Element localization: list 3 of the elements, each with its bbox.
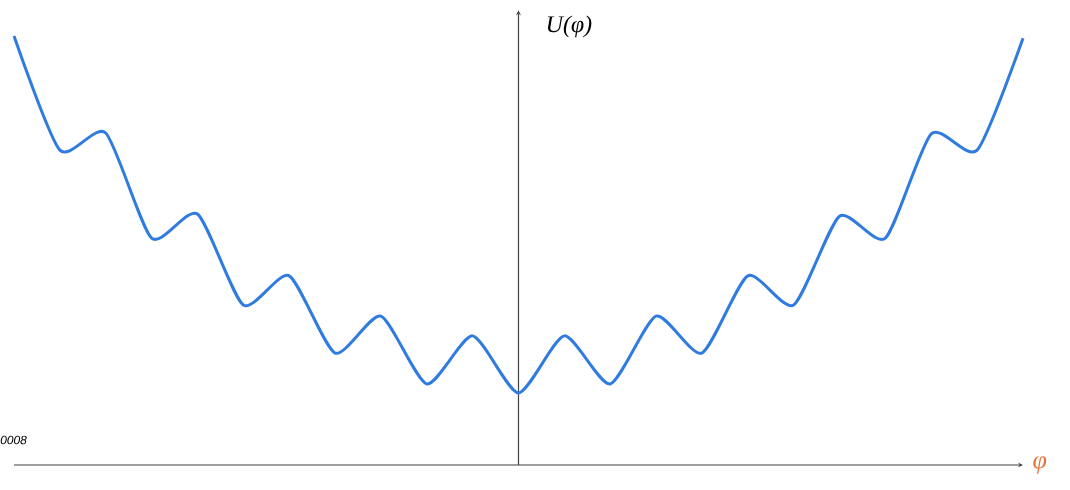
annotation: 0008 bbox=[0, 435, 27, 445]
x-axis-title: φ bbox=[1033, 456, 1047, 474]
y-axis-title: U(φ) bbox=[547, 15, 592, 38]
